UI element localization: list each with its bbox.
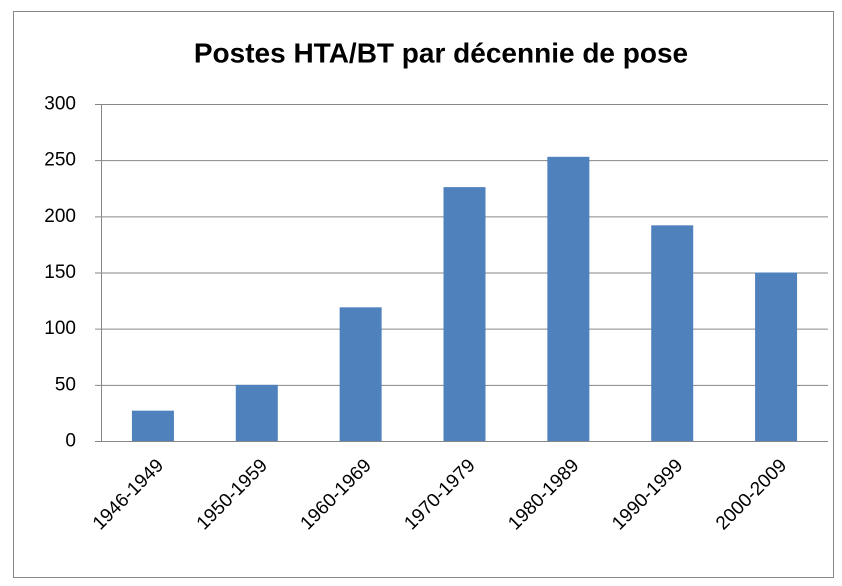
bar — [651, 225, 694, 441]
y-tick-label: 150 — [44, 262, 76, 283]
bar — [443, 187, 486, 441]
y-tick-label: 300 — [44, 94, 76, 115]
y-tick-label: 200 — [44, 206, 76, 227]
chart-title: Postes HTA/BT par décennie de pose — [194, 37, 688, 68]
bar — [755, 272, 798, 441]
bar — [547, 156, 590, 441]
y-tick-label: 100 — [44, 318, 76, 339]
bar — [235, 384, 278, 441]
bar — [339, 307, 382, 441]
chart-border — [13, 11, 834, 578]
y-tick-label: 50 — [55, 374, 76, 395]
y-tick-label: 250 — [44, 150, 76, 171]
y-tick-label: 0 — [65, 431, 76, 452]
bar — [131, 410, 174, 441]
